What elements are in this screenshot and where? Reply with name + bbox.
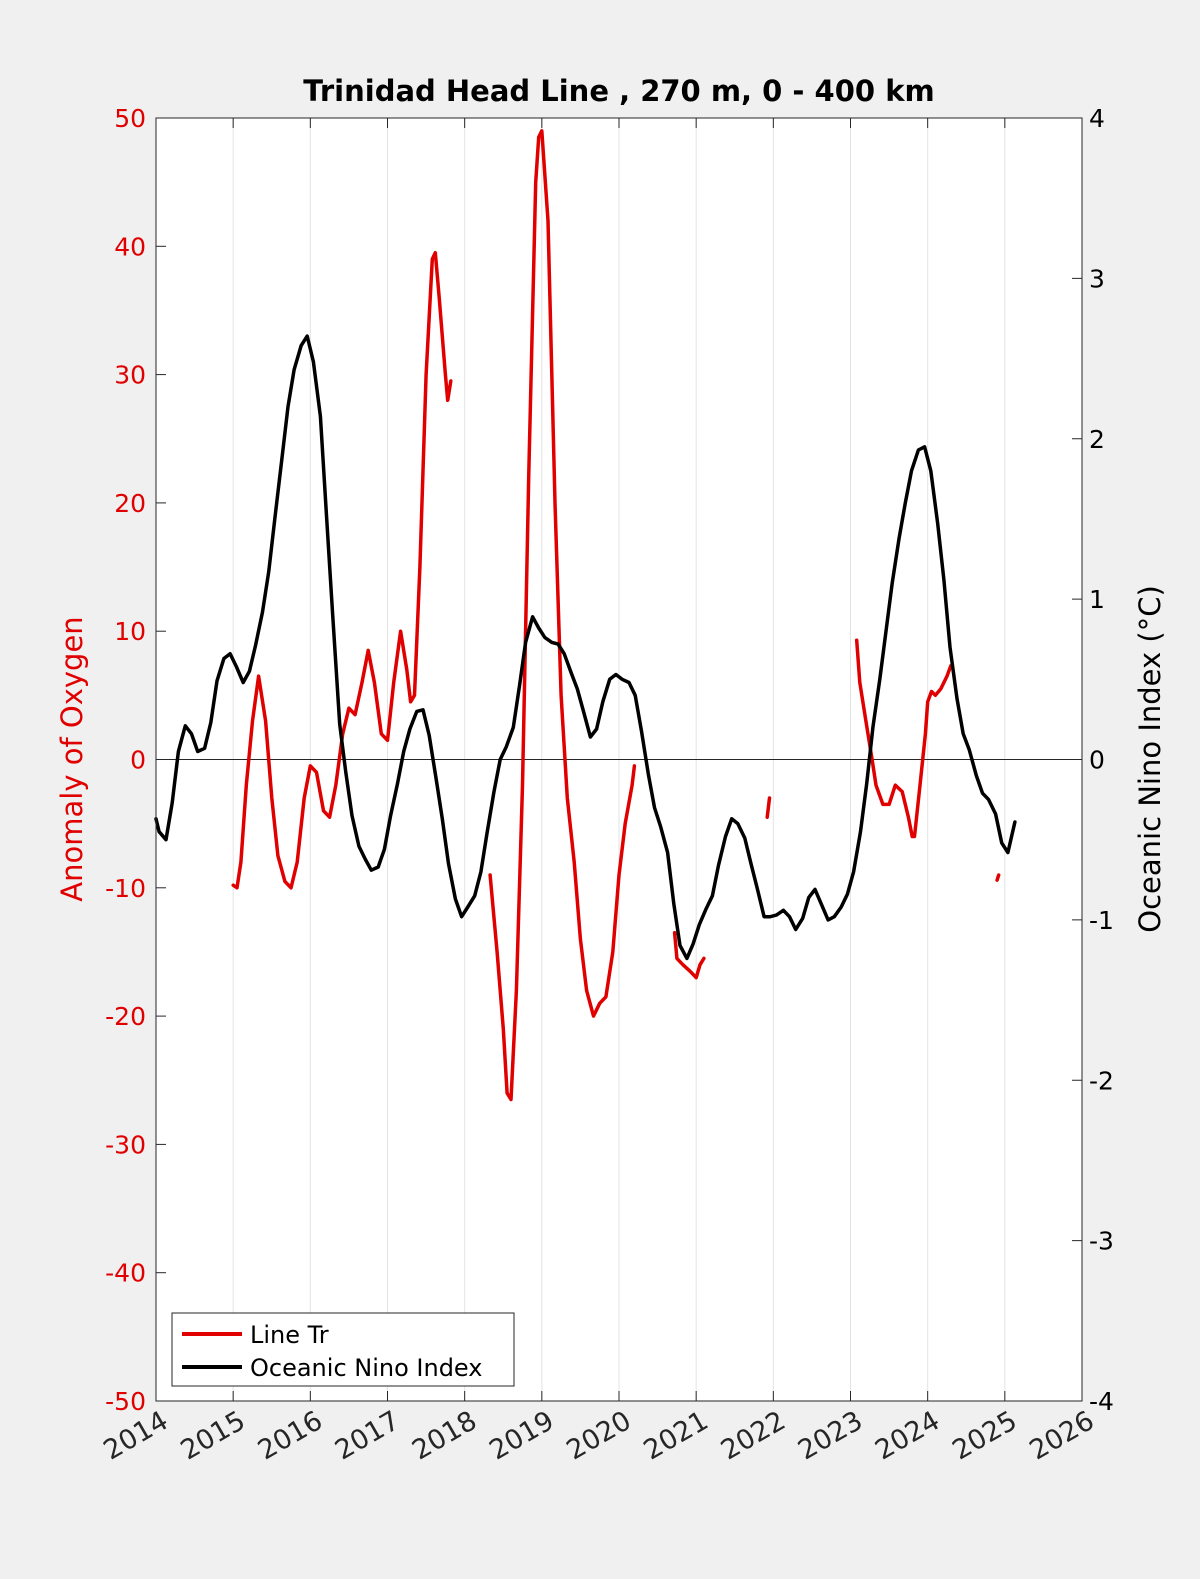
y2-tick-label: 2 (1089, 425, 1105, 454)
left-axis: -50 -40 -30 -20 -10 0 10 20 30 40 50 (105, 104, 166, 1416)
series-line-tr (231, 250, 453, 890)
y2-tick-label: 1 (1089, 585, 1105, 614)
series (154, 129, 1017, 1102)
right-axis-label: Oceanic Nino Index (°C) (1133, 585, 1167, 933)
y-tick-label: 20 (114, 489, 146, 518)
legend-box (171, 1312, 515, 1387)
y2-tick-label: -1 (1089, 906, 1114, 935)
y-tick-label: -50 (105, 1387, 146, 1416)
y2-tick-label: 3 (1089, 264, 1105, 293)
legend-label-line-tr: Line Tr (250, 1321, 329, 1349)
y-tick-label: -20 (105, 1002, 146, 1031)
y-tick-label: -30 (105, 1130, 146, 1159)
y2-tick-label: -4 (1089, 1387, 1114, 1416)
series-oni (154, 334, 1017, 961)
y2-tick-label: -2 (1089, 1066, 1114, 1095)
y-tick-label: 0 (130, 746, 146, 775)
legend-label-oni: Oceanic Nino Index (250, 1354, 482, 1382)
y2-tick-label: -3 (1089, 1227, 1114, 1256)
series-line-tr (672, 930, 706, 980)
left-axis-label: Anomaly of Oxygen (55, 616, 89, 901)
series-line-tr (765, 796, 772, 819)
y2-tick-label: 4 (1089, 104, 1105, 133)
y-tick-label: 30 (114, 361, 146, 390)
chart-title: Trinidad Head Line , 270 m, 0 - 400 km (303, 74, 934, 108)
right-axis: -4 -3 -2 -1 0 1 2 3 4 (1072, 104, 1114, 1416)
y-tick-label: 40 (114, 232, 146, 261)
series-line-tr (995, 873, 1001, 882)
y-tick-label: -10 (105, 874, 146, 903)
series-line-tr (854, 638, 953, 839)
legend: Line Tr Oceanic Nino Index (171, 1312, 515, 1387)
y-tick-label: 10 (114, 617, 146, 646)
y-tick-label: -40 (105, 1259, 146, 1288)
series-line-tr (488, 129, 637, 1102)
y-tick-label: 50 (114, 104, 146, 133)
y2-tick-label: 0 (1089, 746, 1105, 775)
